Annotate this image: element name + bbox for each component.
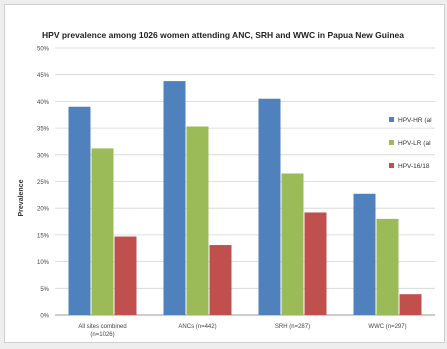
y-tick-label: 45% [37,73,50,79]
bar-0-2 [258,98,281,315]
legend-swatch [389,140,394,145]
y-tick-label: 25% [37,180,50,186]
x-tick-label: ANCs (n=442) [178,324,216,330]
legend-entry: HPV-HR (al [398,117,432,124]
bar-2-1 [209,245,232,315]
bar-2-3 [399,294,422,315]
y-tick-label: 10% [37,260,50,266]
bar-2-2 [304,212,327,315]
bar-0-3 [353,193,376,315]
chart-frame: HPV prevalence among 1026 women attendin… [4,4,445,343]
legend-entry: HPV-LR (al [398,140,431,147]
bar-1-1 [186,126,209,315]
y-tick-label: 15% [37,233,50,239]
bar-1-0 [91,148,114,315]
y-tick-label: 50% [37,47,50,53]
legend-swatch [389,117,394,122]
y-tick-label: 20% [37,207,50,213]
chart-title: HPV prevalence among 1026 women attendin… [42,30,404,40]
y-tick-label: 30% [37,153,50,159]
x-tick-label: SRH (n=287) [275,324,310,330]
bar-1-2 [281,173,304,315]
chart: HPV prevalence among 1026 women attendin… [18,30,435,338]
x-tick-label: (n=1026) [90,332,114,338]
legend: HPV-HR (al HPV-LR (al HPV-16/18 [389,117,432,170]
legend-swatch [389,163,394,168]
y-tick-label: 35% [37,127,50,133]
y-tick-label: 5% [40,287,49,293]
x-tick-label: All sites combined [78,324,126,330]
y-tick-label: 40% [37,100,50,106]
y-axis-label: Prevalence [18,179,25,216]
bar-1-3 [376,218,399,315]
bar-2-0 [114,236,137,315]
bar-0-1 [163,81,186,315]
bar-0-0 [68,106,91,316]
x-tick-label: WWC (n=297) [368,324,406,330]
y-tick-label: 0% [40,314,49,320]
legend-entry: HPV-16/18 [398,163,430,170]
